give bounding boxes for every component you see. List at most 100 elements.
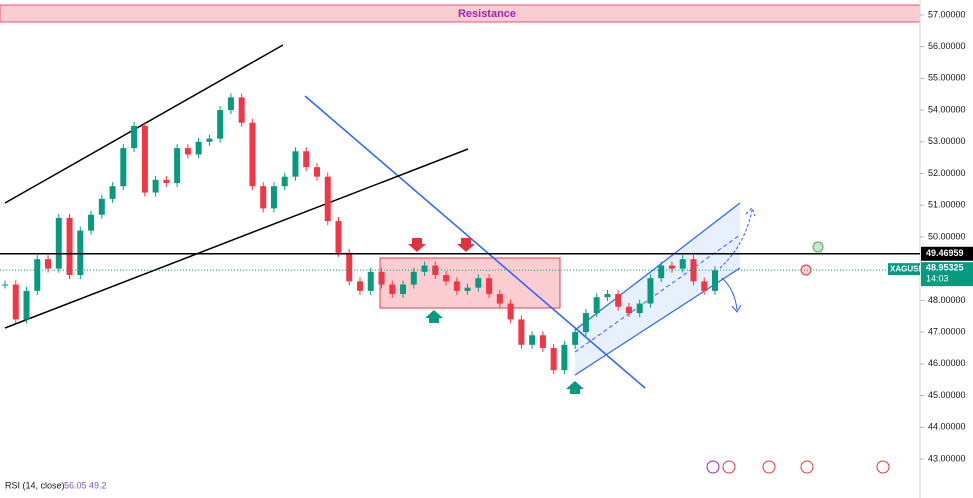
trendline-down	[304, 95, 646, 389]
event-icons	[706, 460, 890, 474]
level-tag	[921, 246, 973, 261]
candle	[443, 275, 450, 282]
candle	[389, 284, 396, 295]
y-tick-label: 52.00000	[928, 168, 966, 178]
candle	[120, 148, 127, 187]
candle	[346, 252, 353, 282]
candle	[303, 151, 310, 168]
candle	[66, 217, 73, 276]
y-tick-label: 55.00000	[928, 73, 966, 83]
candle	[249, 122, 256, 187]
candle	[378, 271, 385, 285]
candle	[217, 110, 224, 139]
y-tick-label: 57.00000	[928, 9, 966, 19]
symbol-label: XAGUSD	[890, 264, 924, 273]
projection-down	[721, 277, 742, 313]
candle	[109, 186, 116, 199]
indicator-value: 56.05	[64, 480, 87, 490]
candle	[77, 230, 84, 276]
candle	[647, 278, 654, 304]
up-arrow	[566, 381, 584, 394]
candle	[270, 186, 277, 209]
trendline-lower	[4, 148, 469, 329]
y-tick-label: 46.00000	[928, 358, 966, 368]
candle	[701, 281, 708, 291]
candle	[281, 176, 288, 187]
target-marker	[812, 241, 824, 253]
range-box	[379, 257, 561, 309]
candle	[324, 176, 331, 222]
candle	[357, 281, 363, 291]
candle	[141, 125, 148, 193]
channel-fill	[575, 203, 740, 375]
price-tag	[921, 262, 973, 287]
y-tick-label: 54.00000	[928, 104, 966, 114]
y-tick-label: 45.00000	[928, 390, 966, 400]
price-label: 48.95325	[926, 263, 964, 273]
candle	[593, 297, 600, 314]
y-tick-label: 56.00000	[928, 41, 966, 51]
resistance-label: Resistance	[458, 8, 516, 20]
candle	[367, 271, 374, 291]
candle	[313, 167, 320, 177]
candle	[604, 294, 611, 298]
candle	[98, 198, 105, 215]
candle	[400, 284, 407, 295]
y-tick-label: 51.00000	[928, 200, 966, 210]
candle	[184, 148, 191, 155]
down-arrow	[408, 238, 426, 252]
candle	[636, 303, 643, 314]
candle	[453, 281, 460, 291]
indicator-value: 49.2	[89, 480, 107, 490]
up-arrow	[425, 310, 443, 323]
y-tick-label: 47.00000	[928, 326, 966, 336]
channel-top	[574, 202, 741, 331]
candle	[227, 97, 234, 111]
candle	[174, 148, 181, 184]
candle	[292, 151, 299, 177]
candle	[410, 271, 417, 285]
candle	[486, 278, 493, 295]
candle	[625, 306, 632, 314]
y-tick-label: 44.00000	[928, 422, 966, 432]
candle	[23, 290, 30, 320]
symbol-tag	[888, 263, 920, 276]
indicator-name: RSI (14, close)	[5, 480, 65, 490]
candle	[496, 294, 503, 304]
candle	[2, 284, 8, 286]
projection-up	[719, 207, 756, 269]
countdown-label: 14:03	[926, 274, 949, 284]
candle	[572, 332, 579, 345]
candle	[131, 125, 138, 149]
y-tick-label: 53.00000	[928, 136, 966, 146]
candle	[550, 347, 557, 371]
down-arrow	[457, 238, 475, 252]
candle	[238, 97, 245, 123]
candle	[475, 278, 482, 288]
stop-marker	[800, 264, 812, 276]
candle	[679, 259, 686, 269]
candle	[55, 217, 62, 269]
candle	[34, 259, 41, 291]
candle	[163, 179, 170, 184]
candle	[518, 319, 525, 345]
level-label: 49.46959	[926, 248, 964, 258]
candle	[195, 141, 202, 155]
candle	[335, 221, 342, 253]
candle	[668, 265, 675, 269]
candle	[582, 313, 589, 333]
candle	[539, 335, 546, 348]
candle	[12, 284, 19, 320]
candle	[464, 287, 471, 291]
candle	[712, 270, 718, 291]
candle	[88, 214, 95, 231]
candle	[45, 259, 52, 269]
candle	[206, 138, 213, 142]
candle	[421, 265, 428, 272]
candle	[529, 335, 536, 345]
y-tick-label: 48.00000	[928, 295, 966, 305]
candle	[615, 294, 622, 307]
candle	[507, 303, 514, 320]
y-tick-label: 50.00000	[928, 231, 966, 241]
